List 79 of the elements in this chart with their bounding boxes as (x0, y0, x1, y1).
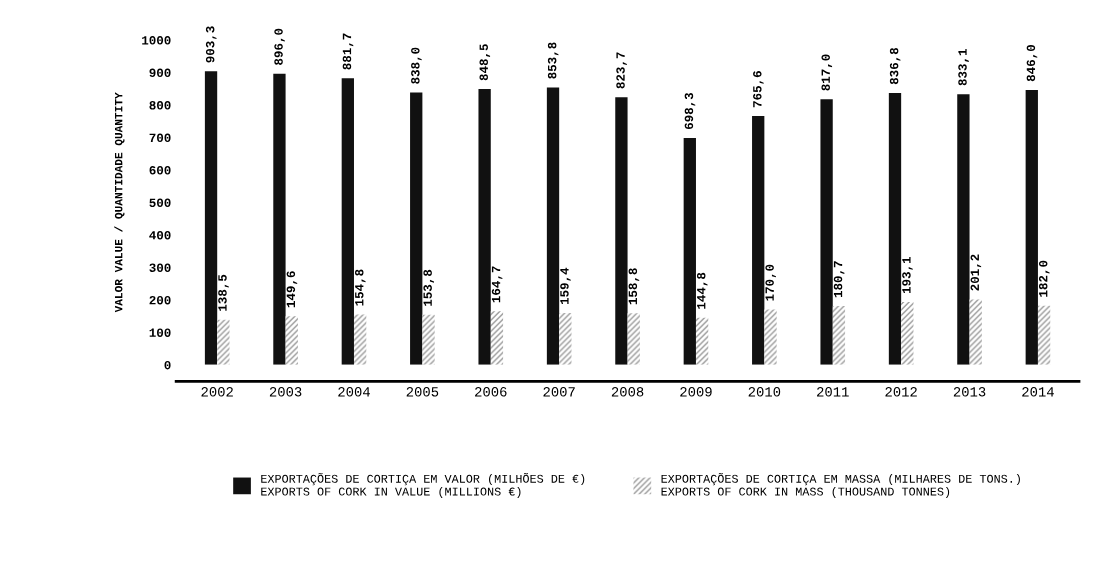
y-tick-label: 300 (149, 263, 171, 272)
data-label: 903,3 (205, 26, 217, 63)
data-label: 159,4 (560, 267, 571, 305)
bar (1025, 89, 1038, 365)
y-tick-label: 600 (149, 166, 171, 175)
data-label: 846,0 (1026, 45, 1038, 82)
bar (410, 92, 423, 365)
data-label: 817,0 (821, 54, 833, 91)
data-label: 881,7 (342, 33, 354, 70)
data-label: 149,6 (286, 271, 298, 308)
y-tick-label: 700 (149, 133, 171, 143)
y-tick-label: 0 (164, 360, 171, 370)
bar (353, 314, 367, 365)
bar (204, 71, 218, 365)
y-tick-label: 100 (149, 328, 171, 337)
legend-label: EXPORTAÇÕES DE CORTIÇA EM VALOR (MILHÕES DE €) EXPORTS OF CORK IN VALUE (MILLIONS €) (261, 472, 585, 498)
y-tick-label: 200 (149, 295, 171, 305)
x-tick-label: 2007 (543, 387, 575, 397)
legend-label: EXPORTAÇÕES DE CORTIÇA EM MASSA (MILHARES DE TONS.) EXPORTS OF CORK IN MASS (THOUSAND TONNES) (661, 472, 1020, 498)
bar (627, 313, 640, 365)
x-tick-label: 2011 (817, 387, 849, 397)
bar (273, 73, 286, 365)
data-label: 838,0 (411, 47, 422, 84)
bar (478, 89, 491, 365)
x-tick-label: 2006 (475, 387, 507, 397)
data-label: 144,8 (696, 272, 708, 309)
x-tick-label: 2013 (953, 387, 986, 397)
data-label: 698,3 (684, 92, 696, 130)
data-label: 158,8 (628, 268, 640, 305)
bar (341, 78, 354, 365)
bar (422, 314, 435, 365)
bar (957, 94, 970, 365)
data-label: 153,8 (423, 269, 434, 306)
data-label: 138,5 (218, 274, 229, 311)
x-tick-label: 2005 (406, 387, 439, 397)
y-tick-label: 1000 (142, 36, 171, 45)
x-tick-label: 2002 (201, 387, 233, 397)
data-label: 182,0 (1038, 260, 1050, 297)
data-label: 823,7 (616, 52, 627, 89)
bar (969, 299, 982, 365)
bar (546, 87, 560, 365)
data-label: 848,5 (479, 44, 491, 81)
data-label: 193,1 (902, 256, 913, 294)
bar (217, 319, 230, 365)
data-label: 836,8 (889, 47, 901, 85)
data-label: 896,0 (274, 28, 285, 65)
data-label: 154,8 (355, 269, 366, 306)
bar (820, 99, 833, 365)
bar (752, 116, 765, 365)
bar (490, 311, 504, 365)
data-label: 833,1 (958, 49, 969, 86)
bar (559, 313, 572, 365)
x-tick-label: 2008 (611, 387, 644, 397)
x-tick-label: 2009 (680, 387, 712, 397)
x-tick-label: 2004 (338, 387, 370, 397)
bar (285, 316, 298, 365)
data-label: 765,6 (753, 71, 764, 108)
bar (832, 306, 846, 365)
bar (764, 309, 777, 365)
bar (1037, 305, 1051, 365)
data-label: 170,0 (765, 264, 776, 301)
y-tick-label: 900 (149, 68, 171, 78)
y-tick-label: 500 (149, 198, 171, 207)
data-label: 853,8 (547, 42, 559, 79)
data-label: 164,7 (491, 266, 503, 303)
x-tick-label: 2012 (885, 387, 917, 397)
x-tick-label: 2014 (1022, 387, 1054, 397)
bar (695, 317, 709, 365)
data-label: 180,7 (833, 261, 845, 298)
bar (901, 302, 914, 365)
data-label: 201,2 (970, 254, 982, 291)
bar (888, 92, 902, 365)
y-axis-title: VALOR VALUE / QUANTIDADE QUANTITY (114, 92, 125, 313)
x-tick-label: 2003 (269, 387, 302, 397)
y-tick-label: 800 (149, 101, 171, 110)
x-tick-label: 2010 (748, 387, 781, 397)
bar (683, 137, 696, 365)
bar (615, 97, 628, 365)
y-tick-label: 400 (149, 231, 171, 240)
